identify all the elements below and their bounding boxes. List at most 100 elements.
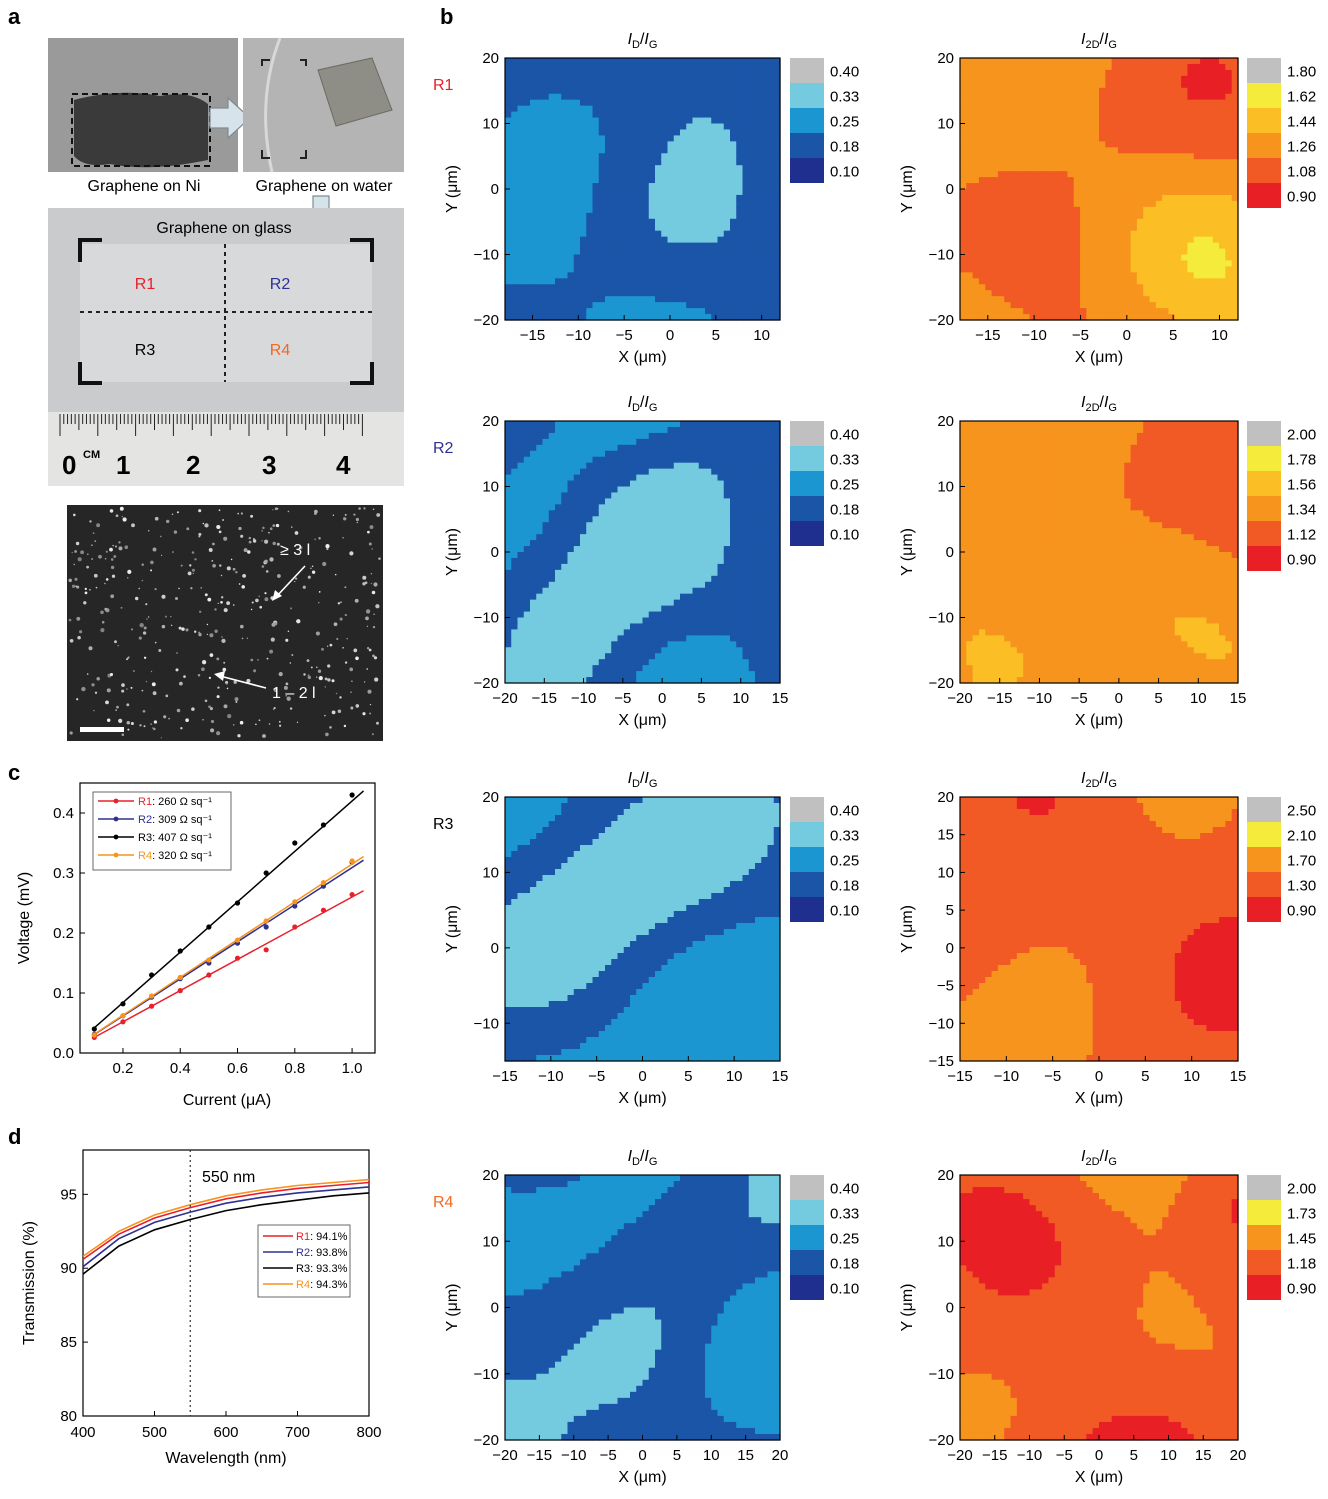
contour-cell [661, 147, 668, 154]
contour-cell [985, 135, 992, 142]
contour-cell [655, 189, 662, 196]
contour-cell [518, 516, 525, 523]
contour-cell [1162, 260, 1169, 267]
contour-cell [768, 118, 775, 125]
contour-cell [1162, 88, 1169, 95]
contour-cell [561, 159, 568, 166]
contour-cell [1213, 106, 1220, 113]
contour-cell [1156, 159, 1163, 166]
contour-cell [718, 302, 725, 309]
contour-cell [966, 58, 973, 65]
legend-marker-r2 [114, 817, 119, 822]
contour-cell [1194, 219, 1201, 226]
contour-cell [1187, 284, 1194, 291]
contour-cell [624, 195, 631, 202]
contour-cell [718, 237, 725, 244]
contour-cell [992, 100, 999, 107]
contour-cell [1194, 207, 1201, 214]
contour-cell [518, 112, 525, 119]
contour-cell [624, 82, 631, 89]
contour-cell [1156, 296, 1163, 303]
contour-cell [611, 112, 618, 119]
contour-cell [1055, 106, 1062, 113]
contour-cell [718, 225, 725, 232]
contour-cell [705, 308, 712, 315]
sem-particle [73, 514, 76, 517]
contour-cell [718, 296, 725, 303]
contour-cell [593, 308, 600, 315]
sem-particle [124, 545, 128, 549]
contour-cell [973, 243, 980, 250]
contour-cell [1156, 135, 1163, 142]
contour-cell [1181, 100, 1188, 107]
contour-cell [680, 88, 687, 95]
contour-cell [568, 272, 575, 279]
contour-cell [630, 141, 637, 148]
contour-cell [736, 219, 743, 226]
contour-cell [649, 141, 656, 148]
contour-cell [674, 135, 681, 142]
contour-cell [1036, 260, 1043, 267]
contour-cell [973, 165, 980, 172]
contour-cell [761, 147, 768, 154]
sem-particle [75, 585, 77, 587]
contour-cell [524, 171, 531, 178]
contour-cell [1225, 153, 1232, 160]
contour-cell [1124, 135, 1131, 142]
contour-cell [1118, 189, 1125, 196]
contour-cell [761, 171, 768, 178]
contour-cell [636, 70, 643, 77]
sem-particle [249, 541, 252, 544]
sem-particle [76, 542, 79, 545]
contour-cell [636, 243, 643, 250]
contour-cell [724, 195, 731, 202]
contour-cell [668, 183, 675, 190]
sem-particle [102, 621, 105, 624]
contour-cell [693, 266, 700, 273]
sem-particle [171, 625, 172, 626]
colorbar-2d-over-g-label: 1.26 [1287, 139, 1316, 156]
contour-cell [1048, 278, 1055, 285]
contour-cell [599, 82, 606, 89]
contour-cell [574, 213, 581, 220]
contour-cell [1048, 147, 1055, 154]
panel-a: Graphene on Ni Graphene on water Graphen… [48, 38, 404, 741]
contour-cell [543, 183, 550, 190]
sem-particle [253, 669, 256, 672]
contour-cell [611, 201, 618, 208]
sem-particle [312, 571, 315, 574]
contour-cell [768, 70, 775, 77]
contour-cell [1131, 177, 1138, 184]
legend-marker-r1 [114, 799, 119, 804]
sem-particle [288, 511, 290, 513]
contour-cell [655, 278, 662, 285]
row-region-label: R1 [433, 77, 454, 94]
contour-cell [543, 129, 550, 136]
contour-cell [973, 272, 980, 279]
contour-cell [1137, 237, 1144, 244]
contour-cell [505, 82, 512, 89]
contour-cell [1004, 284, 1011, 291]
contour-cell [1093, 76, 1100, 83]
contour-cell [1099, 207, 1106, 214]
contour-cell [505, 558, 512, 565]
contour-cell [711, 237, 718, 244]
contour-cell [1200, 284, 1207, 291]
contour-cell [543, 600, 550, 607]
sem-particle [272, 509, 273, 510]
contour-cell [699, 272, 706, 279]
contour-cell [1118, 272, 1125, 279]
contour-cell [693, 225, 700, 232]
contour-cell [1124, 112, 1131, 119]
contour-cell [630, 207, 637, 214]
contour-cell [1137, 70, 1144, 77]
contour-cell [1118, 177, 1125, 184]
contour-cell [711, 135, 718, 142]
contour-cell [693, 153, 700, 160]
contour-cell [992, 58, 999, 65]
sem-particle [107, 688, 111, 692]
contour-cell [655, 112, 662, 119]
contour-cell [1181, 255, 1188, 262]
contour-cell [555, 510, 562, 517]
contour-cell [966, 207, 973, 214]
